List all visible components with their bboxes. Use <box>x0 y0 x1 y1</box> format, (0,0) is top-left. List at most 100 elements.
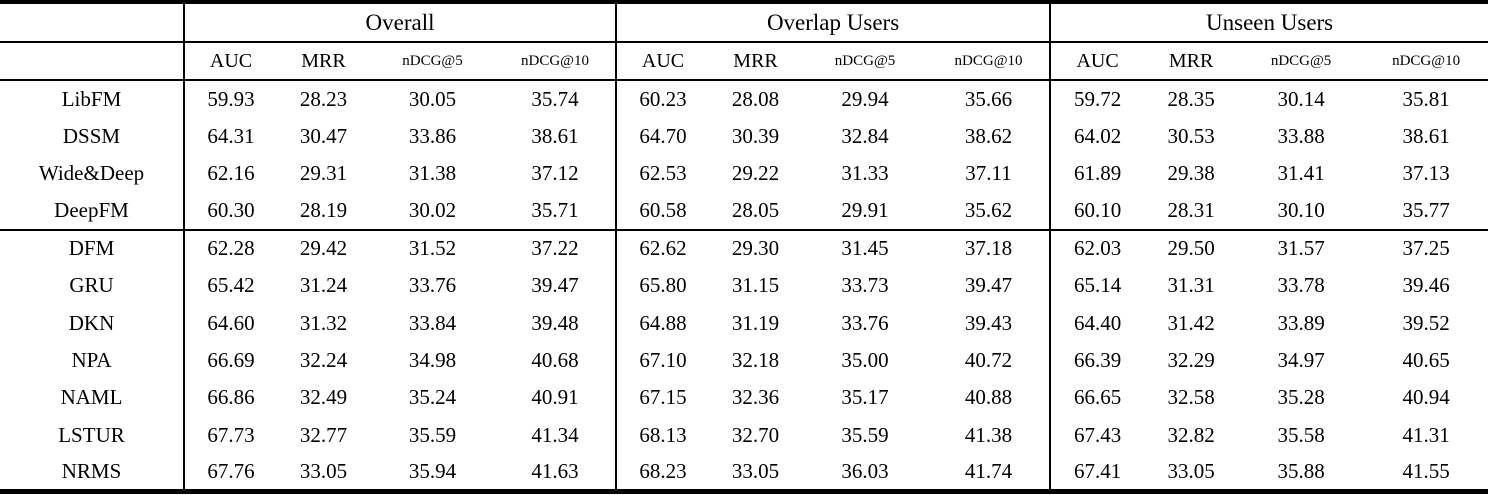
group-header-overlap-users: Overlap Users <box>615 2 1051 43</box>
value-overall-ndcg10: 41.34 <box>531 422 579 447</box>
value-unseen-ndcg10: 41.31 <box>1402 422 1450 447</box>
value-overall-ndcg5: 34.98 <box>408 348 457 373</box>
value-overall-mrr: 28.19 <box>277 192 370 231</box>
value-unseen-auc: 66.39 <box>1049 341 1145 380</box>
value-overall-mrr: 32.49 <box>299 385 348 410</box>
value-overlap-ndcg5: 29.94 <box>841 86 889 111</box>
value-overlap-ndcg5: 33.73 <box>841 273 889 298</box>
value-unseen-ndcg10: 39.52 <box>1402 310 1450 335</box>
value-overlap-mrr: 28.08 <box>731 86 780 111</box>
value-overlap-ndcg10: 39.43 <box>964 310 1013 335</box>
value-overlap-ndcg10: 37.18 <box>964 236 1013 261</box>
value-overlap-mrr: 28.05 <box>709 192 803 231</box>
value-unseen-ndcg5: 33.89 <box>1277 310 1325 335</box>
value-unseen-ndcg10: 35.81 <box>1402 86 1450 111</box>
value-unseen-ndcg5: 35.28 <box>1277 385 1325 410</box>
value-overall-auc: 62.16 <box>183 154 277 193</box>
value-unseen-ndcg5: 31.41 <box>1277 161 1325 186</box>
model-name: NAML <box>60 385 123 410</box>
model-name: LSTUR <box>58 422 125 447</box>
corner-cell <box>0 42 184 81</box>
value-overlap-auc: 68.13 <box>615 416 710 455</box>
value-overlap-ndcg5: 33.76 <box>841 310 889 335</box>
value-overall-ndcg10: 39.47 <box>531 273 579 298</box>
value-overall-ndcg10: 37.22 <box>531 236 579 261</box>
value-overall-auc: 67.73 <box>183 416 277 455</box>
value-overall-ndcg5: 30.02 <box>370 192 495 231</box>
value-overlap-auc: 62.62 <box>615 229 710 268</box>
value-overlap-auc: 60.23 <box>615 80 710 118</box>
table-row-dfm: DFM 62.28 29.42 31.52 37.22 62.62 29.30 31.45 37… <box>0 229 1488 268</box>
value-overlap-mrr: 33.05 <box>731 459 780 484</box>
value-overall-auc: 66.69 <box>183 341 277 380</box>
value-unseen-ndcg5: 30.10 <box>1238 192 1365 231</box>
value-unseen-auc: 64.02 <box>1049 117 1145 155</box>
model-name: DKN <box>68 310 115 335</box>
value-overlap-ndcg5: 31.45 <box>841 236 889 261</box>
value-overall-auc: 65.42 <box>183 267 277 305</box>
value-overlap-ndcg5: 35.00 <box>841 348 889 373</box>
metric-header-auc: AUC <box>183 42 277 81</box>
value-unseen-auc: 61.89 <box>1049 154 1145 193</box>
table-row-deepfm: DeepFM 60.30 28.19 30.02 35.71 60.58 28.05 29.9… <box>0 192 1488 231</box>
value-unseen-mrr: 32.58 <box>1167 385 1215 410</box>
value-overall-auc: 59.93 <box>183 80 277 118</box>
value-overall-ndcg10: 40.91 <box>531 385 579 410</box>
value-overall-ndcg10: 38.61 <box>531 123 579 148</box>
value-unseen-auc: 65.14 <box>1049 267 1145 305</box>
value-overlap-auc: 64.88 <box>615 304 710 342</box>
value-unseen-ndcg5: 30.14 <box>1277 86 1325 111</box>
metric-header-mrr: MRR <box>277 42 370 81</box>
value-unseen-auc: 64.40 <box>1049 304 1145 342</box>
value-unseen-auc: 67.41 <box>1049 454 1145 492</box>
value-overall-ndcg5: 35.24 <box>408 385 457 410</box>
table-row-libfm: LibFM 59.93 28.23 30.05 35.74 60.23 28.08 29.94… <box>0 80 1488 118</box>
value-overlap-mrr: 29.22 <box>731 161 780 186</box>
value-unseen-ndcg10: 41.55 <box>1402 459 1450 484</box>
value-unseen-ndcg10: 40.65 <box>1402 348 1450 373</box>
value-overlap-ndcg10: 40.88 <box>964 385 1013 410</box>
value-overall-auc: 62.28 <box>183 229 277 268</box>
metric-header-mrr: MRR <box>1144 42 1239 81</box>
group-header-unseen-users: Unseen Users <box>1049 2 1488 43</box>
metric-header-ndcg5: nDCG@5 <box>802 42 929 81</box>
value-unseen-ndcg5: 34.97 <box>1277 348 1325 373</box>
table-row-nrms: NRMS 67.76 33.05 35.94 41.63 68.23 33.05 36.03 4… <box>0 454 1488 492</box>
value-unseen-ndcg5: 31.57 <box>1277 236 1325 261</box>
value-overlap-ndcg10: 37.11 <box>965 161 1012 186</box>
value-overlap-ndcg10: 41.38 <box>964 422 1013 447</box>
value-overall-ndcg5: 33.84 <box>408 310 457 335</box>
metric-header-ndcg5: nDCG@5 <box>370 42 495 81</box>
value-overall-mrr: 33.05 <box>299 459 348 484</box>
metric-header-auc: AUC <box>1049 42 1145 81</box>
value-overall-ndcg10: 35.71 <box>495 192 617 231</box>
metric-header-ndcg10: nDCG@10 <box>495 42 617 81</box>
value-unseen-ndcg5: 35.58 <box>1277 422 1325 447</box>
model-name: LibFM <box>61 86 122 111</box>
value-overall-mrr: 32.77 <box>299 422 348 447</box>
value-overall-ndcg10: 37.12 <box>531 161 579 186</box>
value-overall-mrr: 28.23 <box>299 86 348 111</box>
value-overlap-ndcg5: 32.84 <box>841 123 889 148</box>
value-unseen-mrr: 28.35 <box>1167 86 1215 111</box>
value-overall-mrr: 31.24 <box>299 273 348 298</box>
value-unseen-auc: 62.03 <box>1049 229 1145 268</box>
value-overall-ndcg5: 30.05 <box>408 86 457 111</box>
value-overall-ndcg5: 33.76 <box>408 273 457 298</box>
value-overlap-ndcg5: 35.59 <box>841 422 889 447</box>
value-unseen-ndcg10: 35.77 <box>1364 192 1488 231</box>
model-name: DSSM <box>62 123 121 148</box>
model-name: NPA <box>71 348 112 373</box>
value-overlap-auc: 67.10 <box>615 341 710 380</box>
value-overall-mrr: 32.24 <box>299 348 348 373</box>
value-overall-ndcg5: 33.86 <box>408 123 457 148</box>
value-unseen-ndcg5: 33.78 <box>1277 273 1325 298</box>
value-overall-ndcg5: 31.38 <box>408 161 457 186</box>
value-overall-auc: 67.76 <box>183 454 277 492</box>
value-overlap-mrr: 31.19 <box>731 310 780 335</box>
value-overlap-mrr: 29.30 <box>731 236 780 261</box>
value-overall-auc: 60.30 <box>183 192 277 231</box>
value-unseen-mrr: 28.31 <box>1144 192 1239 231</box>
